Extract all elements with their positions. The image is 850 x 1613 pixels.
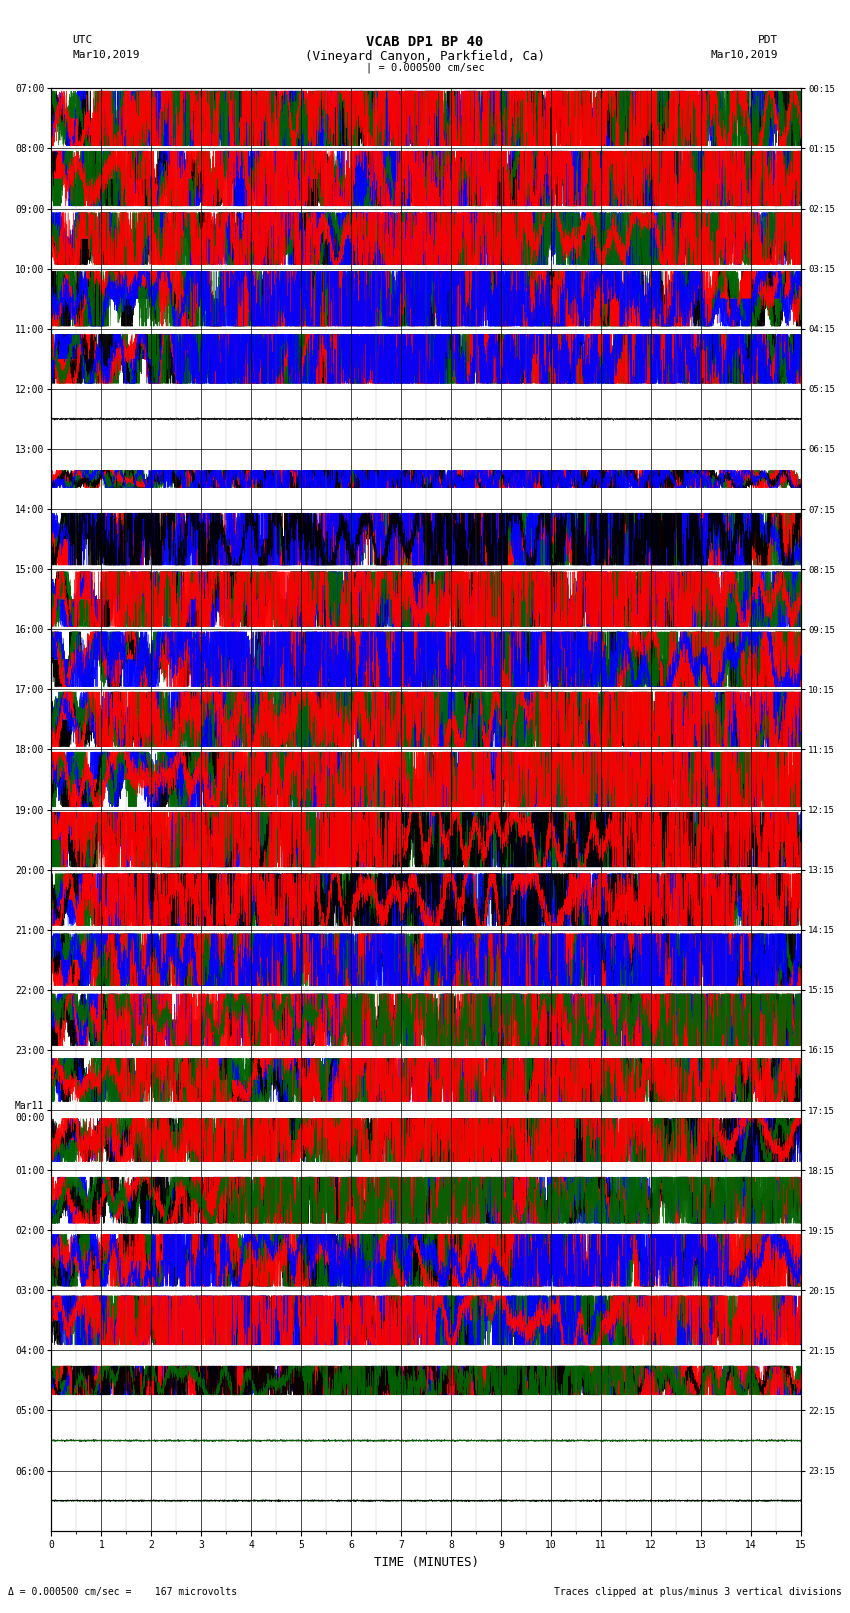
Text: PDT: PDT bbox=[757, 35, 778, 45]
Text: UTC: UTC bbox=[72, 35, 93, 45]
Text: Mar10,2019: Mar10,2019 bbox=[72, 50, 139, 60]
Text: VCAB DP1 BP 40: VCAB DP1 BP 40 bbox=[366, 35, 484, 50]
Text: (Vineyard Canyon, Parkfield, Ca): (Vineyard Canyon, Parkfield, Ca) bbox=[305, 50, 545, 63]
Text: | = 0.000500 cm/sec: | = 0.000500 cm/sec bbox=[366, 63, 484, 74]
X-axis label: TIME (MINUTES): TIME (MINUTES) bbox=[374, 1557, 479, 1569]
Text: Mar10,2019: Mar10,2019 bbox=[711, 50, 778, 60]
Text: Δ = 0.000500 cm/sec =    167 microvolts: Δ = 0.000500 cm/sec = 167 microvolts bbox=[8, 1587, 238, 1597]
Text: Traces clipped at plus/minus 3 vertical divisions: Traces clipped at plus/minus 3 vertical … bbox=[553, 1587, 842, 1597]
